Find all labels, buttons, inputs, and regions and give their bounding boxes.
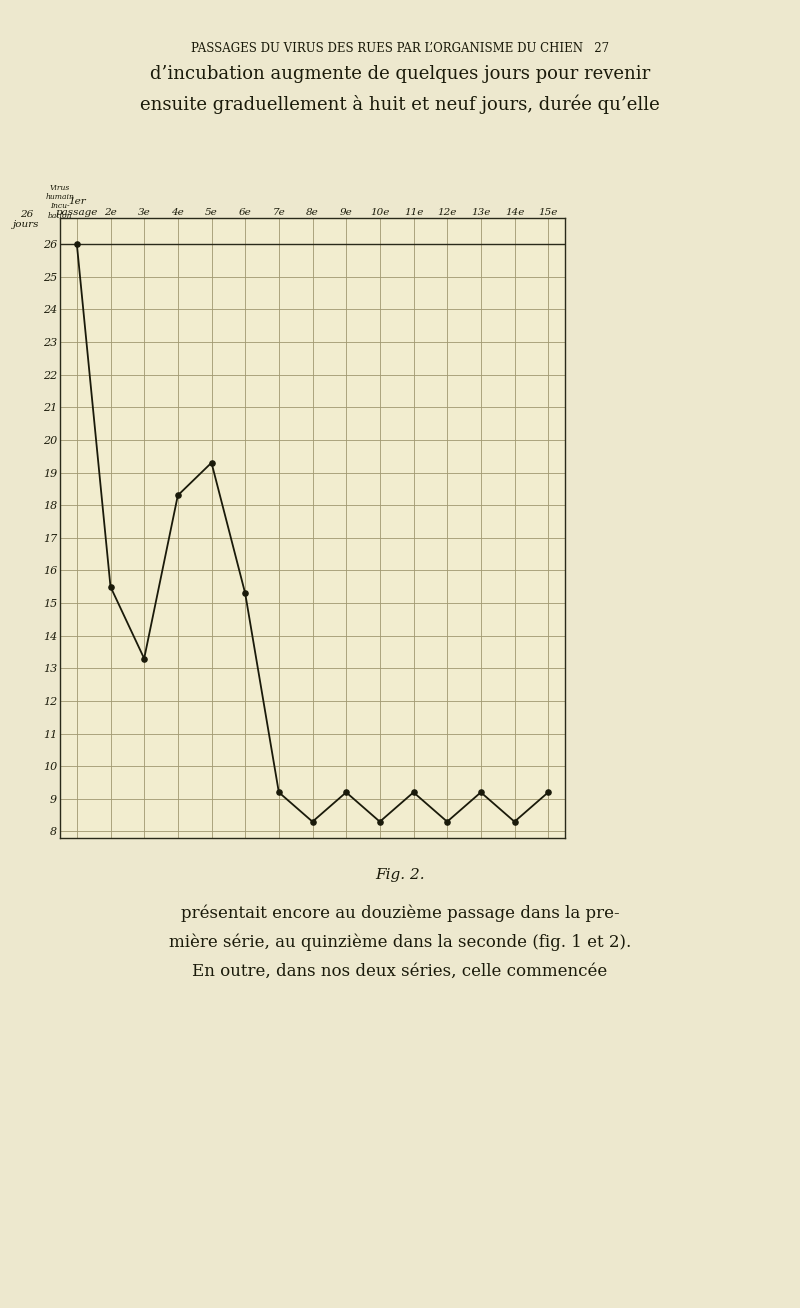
Point (104, 577, 117, 598)
Point (171, 485, 184, 506)
Point (238, 583, 251, 604)
Text: d’incubation augmente de quelques jours pour revenir: d’incubation augmente de quelques jours … (150, 65, 650, 84)
Text: mière série, au quinzième dans la seconde (fig. 1 et 2).: mière série, au quinzième dans la second… (169, 934, 631, 951)
Point (441, 811, 454, 832)
Point (340, 782, 353, 803)
Text: présentait encore au douzième passage dans la pre-: présentait encore au douzième passage da… (181, 905, 619, 922)
Text: Fig. 2.: Fig. 2. (375, 869, 425, 882)
Text: ensuite graduellement à huit et neuf jours, durée qu’elle: ensuite graduellement à huit et neuf jou… (140, 94, 660, 114)
Point (474, 782, 487, 803)
Text: 26
jours: 26 jours (13, 211, 39, 229)
Point (374, 811, 386, 832)
Point (138, 647, 150, 668)
Point (407, 782, 420, 803)
Point (205, 453, 218, 473)
Point (70, 234, 83, 255)
Point (542, 782, 554, 803)
Text: Virus
humain
Incu-
bation: Virus humain Incu- bation (46, 184, 74, 220)
Point (306, 811, 319, 832)
Text: PASSAGES DU VIRUS DES RUES PAR L’ORGANISME DU CHIEN   27: PASSAGES DU VIRUS DES RUES PAR L’ORGANIS… (191, 42, 609, 55)
Text: En outre, dans nos deux séries, celle commencée: En outre, dans nos deux séries, celle co… (192, 963, 608, 980)
Point (508, 811, 521, 832)
Point (273, 782, 286, 803)
